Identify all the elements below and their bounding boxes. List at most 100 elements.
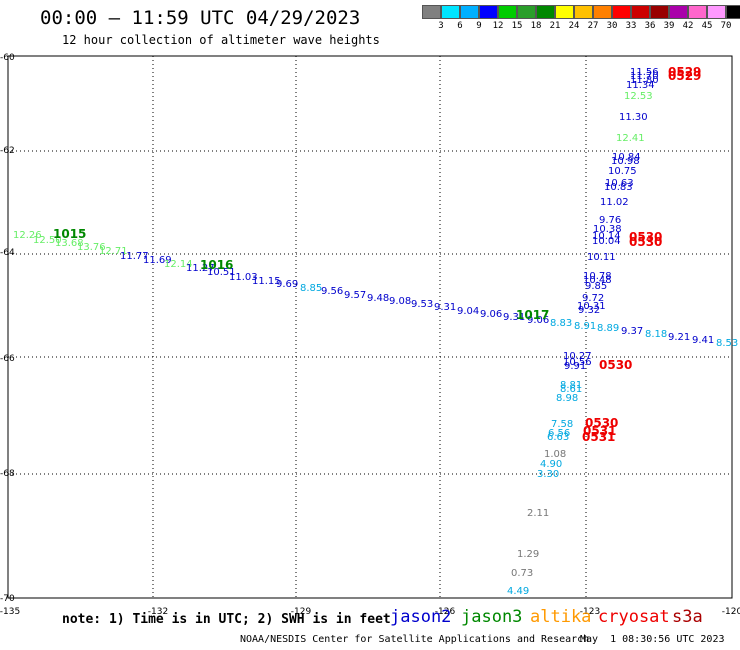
wave-height-label: 4.90 bbox=[540, 459, 562, 470]
colorbar-label: 15 bbox=[511, 21, 523, 31]
wave-height-label: 9.06 bbox=[480, 309, 502, 320]
wave-height-label: 8.53 bbox=[716, 338, 738, 349]
colorbar-label: 12 bbox=[492, 21, 504, 31]
wave-height-label: 11.02 bbox=[600, 197, 629, 208]
wave-height-label: 9.31 bbox=[503, 312, 525, 323]
wave-height-label: 12.50 bbox=[33, 235, 62, 246]
wave-height-label: 4.49 bbox=[507, 586, 529, 597]
x-tick-label: -129 bbox=[291, 607, 312, 617]
y-tick-label: -60 bbox=[0, 53, 15, 63]
wave-height-label: 12.14 bbox=[164, 259, 193, 270]
wave-height-label: 6.56 bbox=[548, 428, 570, 439]
wave-height-label: 11.77 bbox=[120, 251, 149, 262]
wave-height-label: 9.85 bbox=[585, 281, 607, 292]
wave-height-label: 10.14 bbox=[592, 231, 621, 242]
colorbar-label: 39 bbox=[663, 21, 675, 31]
y-tick-label: -62 bbox=[0, 146, 15, 156]
colorbar-swatch bbox=[631, 5, 650, 19]
wave-height-label: 11.30 bbox=[619, 112, 648, 123]
wave-height-label: 8.18 bbox=[645, 329, 667, 340]
wave-height-label: 8.89 bbox=[597, 323, 619, 334]
wave-height-label: 13.68 bbox=[55, 238, 84, 249]
colorbar-label: 33 bbox=[625, 21, 637, 31]
wave-height-label: 9.56 bbox=[321, 286, 343, 297]
wave-height-label: 9.21 bbox=[668, 332, 690, 343]
x-tick-label: -126 bbox=[435, 607, 456, 617]
wave-height-label: 9.31 bbox=[434, 302, 456, 313]
x-tick-label: -132 bbox=[148, 607, 168, 617]
x-tick-label: -123 bbox=[580, 607, 600, 617]
wave-height-label: 11.27 bbox=[186, 263, 215, 274]
wave-height-label: 9.76 bbox=[599, 215, 621, 226]
wave-height-label: 10.48 bbox=[583, 275, 612, 286]
wave-height-label: 8.61 bbox=[560, 384, 582, 395]
wave-height-label: 8.83 bbox=[550, 318, 572, 329]
colorbar bbox=[422, 5, 740, 19]
wave-height-label: 9.06 bbox=[527, 315, 549, 326]
colorbar-label: 6 bbox=[457, 21, 463, 31]
y-tick-label: -68 bbox=[0, 469, 15, 479]
wave-height-label: 9.57 bbox=[344, 290, 366, 301]
wave-height-label: 3.30 bbox=[537, 469, 559, 480]
wave-height-label: 12.41 bbox=[616, 133, 645, 144]
wave-height-label: 10.31 bbox=[577, 301, 606, 312]
map-frame bbox=[7, 55, 733, 599]
wave-height-label: 11.56 bbox=[630, 67, 659, 78]
wave-height-label: 9.91 bbox=[564, 361, 586, 372]
map-title: 00:00 – 11:59 UTC 04/29/2023 bbox=[40, 7, 361, 29]
wave-height-label: 12.53 bbox=[624, 91, 653, 102]
colorbar-label: 21 bbox=[549, 21, 561, 31]
wave-height-label: 10.11 bbox=[587, 252, 616, 263]
wave-height-label: 10.63 bbox=[605, 178, 634, 189]
time-label: 0530 bbox=[629, 235, 662, 249]
wave-height-label: 7.58 bbox=[551, 419, 573, 430]
x-tick-label: -120 bbox=[722, 607, 740, 617]
wave-height-label: 9.08 bbox=[389, 296, 411, 307]
colorbar-label: 27 bbox=[587, 21, 599, 31]
time-label: 0529 bbox=[668, 69, 701, 83]
wave-height-label: 8.91 bbox=[574, 321, 596, 332]
time-label: 1017 bbox=[516, 308, 549, 322]
satellite-legend-jason2: jason2 bbox=[390, 607, 452, 627]
wave-height-label: 11.34 bbox=[626, 80, 655, 91]
wave-height-label: 10.04 bbox=[592, 236, 621, 247]
y-tick-label: -66 bbox=[0, 354, 15, 364]
time-label: 0530 bbox=[599, 358, 632, 372]
colorbar-swatch bbox=[422, 5, 441, 19]
wave-height-label: 13.76 bbox=[77, 242, 106, 253]
wave-height-label: 8.98 bbox=[556, 393, 578, 404]
wave-height-label: 1.08 bbox=[544, 449, 566, 460]
wave-height-label: 11.15 bbox=[252, 276, 281, 287]
wave-height-label: 9.72 bbox=[582, 293, 604, 304]
colorbar-swatch bbox=[460, 5, 479, 19]
wave-height-label: 1.29 bbox=[517, 549, 539, 560]
wave-height-label: 0.73 bbox=[511, 568, 533, 579]
colorbar-label: 36 bbox=[644, 21, 656, 31]
wave-height-label: 9.32 bbox=[578, 305, 600, 316]
colorbar-label: 24 bbox=[568, 21, 580, 31]
wave-height-label: 11.70 bbox=[630, 71, 659, 82]
y-tick-label: -70 bbox=[0, 594, 15, 604]
wave-height-label: 12.71 bbox=[99, 246, 128, 257]
satellite-legend-cryosat: cryosat bbox=[598, 607, 670, 627]
wave-height-label: 6.63 bbox=[547, 432, 569, 443]
wave-height-label: 10.38 bbox=[593, 224, 622, 235]
colorbar-swatch bbox=[479, 5, 498, 19]
satellite-legend-s3a: s3a bbox=[672, 607, 703, 627]
wave-height-label: 10.98 bbox=[611, 156, 640, 167]
wave-height-label: 10.51 bbox=[207, 267, 236, 278]
satellite-legend-jason3: jason3 bbox=[461, 607, 523, 627]
timestamp-text: May 1 08:30:56 UTC 2023 bbox=[580, 634, 725, 645]
colorbar-swatch bbox=[517, 5, 536, 19]
colorbar-label: 3 bbox=[438, 21, 444, 31]
colorbar-label: 9 bbox=[476, 21, 482, 31]
colorbar-swatch bbox=[688, 5, 707, 19]
colorbar-swatch bbox=[441, 5, 460, 19]
wave-height-label: 12.26 bbox=[13, 230, 42, 241]
colorbar-label: 42 bbox=[682, 21, 694, 31]
wave-height-label: 10.27 bbox=[563, 351, 592, 362]
footer-note: note: 1) Time is in UTC; 2) SWH is in fe… bbox=[62, 612, 391, 627]
